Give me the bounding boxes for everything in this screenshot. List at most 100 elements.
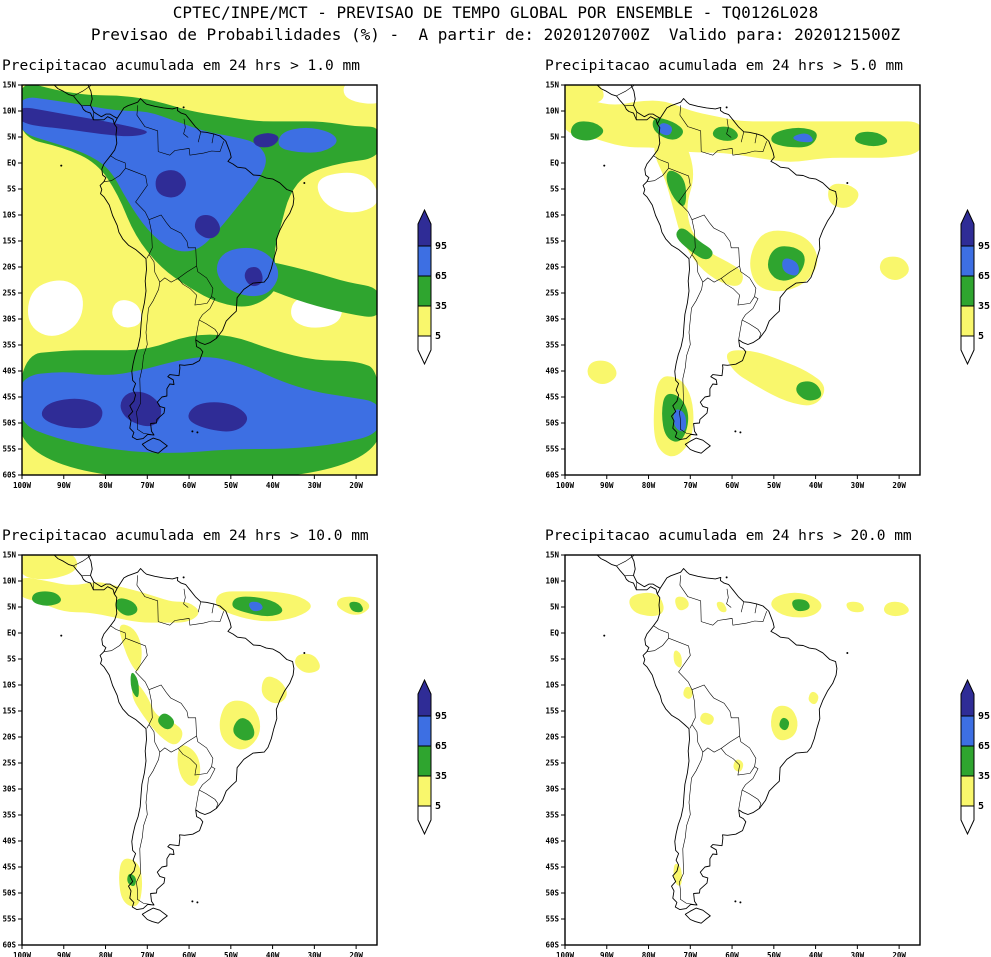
lat-tick-label: 10N	[2, 107, 16, 116]
lon-tick-label: 70W	[141, 951, 155, 957]
probability-region-ge-95	[188, 402, 248, 432]
lat-tick-label: 35S	[2, 341, 16, 350]
probability-region-ge-65	[793, 133, 813, 143]
panel-title: Precipitacao acumulada em 24 hrs > 10.0 …	[2, 528, 369, 544]
probability-region-ge-95	[244, 267, 263, 287]
lat-tick-label: 40S	[545, 367, 559, 376]
lon-tick-label: 20W	[349, 481, 363, 490]
lat-tick-label: 5N	[7, 133, 17, 142]
lat-tick-label: 15N	[545, 551, 559, 560]
country-border	[653, 625, 693, 690]
probability-region-ge-35	[233, 718, 255, 741]
country-border	[148, 214, 197, 267]
lat-tick-label: EQ	[550, 629, 560, 638]
lon-tick-label: 60W	[182, 951, 196, 957]
lat-tick-label: 15S	[545, 707, 559, 716]
colorbar-tick-label: 65	[978, 741, 990, 752]
lat-tick-label: 35S	[2, 811, 16, 820]
country-border	[159, 265, 197, 283]
country-border	[726, 118, 732, 138]
map-precip-gt-20mm: 15N 10N 5N EQ 5S 10S 15S 20S 25S 30S 35S 40S 45S 50S 5…	[545, 551, 921, 957]
country-border	[679, 282, 704, 435]
probability-region-ge-5	[683, 686, 694, 699]
probability-region-ge-5	[883, 601, 909, 617]
lon-tick-label: 50W	[224, 951, 238, 957]
probability-region-ge-35	[349, 601, 363, 613]
probability-region-ge-65	[22, 97, 266, 252]
country-border	[136, 282, 161, 435]
colorbar-tick-label: 65	[978, 271, 990, 282]
lat-tick-label: 60S	[545, 471, 559, 480]
country-border	[720, 265, 757, 306]
country-border	[701, 141, 767, 156]
country-border	[754, 133, 757, 144]
colorbar-tick-label: 95	[435, 711, 447, 722]
country-border	[198, 789, 219, 809]
probability-region-ge-5	[22, 577, 199, 623]
lat-tick-label: 10S	[2, 211, 16, 220]
probability-region-ge-5	[587, 360, 617, 384]
lon-tick-label: 70W	[141, 481, 155, 490]
lat-tick-label: 5S	[550, 655, 560, 664]
lat-tick-label: 10S	[545, 681, 559, 690]
lat-tick-label: 15S	[2, 707, 16, 716]
lon-tick-label: 40W	[809, 481, 823, 490]
country-border	[195, 319, 200, 340]
lat-tick-label: 40S	[2, 837, 16, 846]
country-border	[198, 766, 216, 791]
probability-region-ge-5	[716, 601, 727, 613]
country-border	[624, 105, 634, 107]
lon-tick-label: 50W	[767, 951, 781, 957]
lat-tick-label: 55S	[2, 445, 16, 454]
country-border	[197, 131, 202, 143]
map-precip-gt-5mm: 15N 10N 5N EQ 5S 10S 15S 20S 25S 30S 35S 40S 45S 50S 5…	[545, 81, 921, 490]
map-frame	[21, 84, 378, 476]
country-border	[691, 724, 704, 753]
probability-colorbar: 95 65 35 5	[960, 678, 990, 836]
panel-title: Precipitacao acumulada em 24 hrs > 20.0 …	[545, 528, 912, 544]
country-border	[211, 133, 214, 144]
country-border	[110, 155, 150, 220]
lon-tick-label: 90W	[600, 481, 614, 490]
panel-precip-gt-20mm: Precipitacao acumulada em 24 hrs > 20.0 …	[543, 528, 991, 957]
lon-tick-label: 70W	[684, 481, 698, 490]
probability-region-ge-5	[295, 653, 320, 673]
lat-tick-label: 5S	[7, 655, 17, 664]
country-border	[646, 168, 669, 182]
lon-tick-label: 20W	[892, 951, 906, 957]
country-border	[81, 575, 91, 577]
probability-region-ge-0	[343, 85, 377, 104]
country-border	[211, 603, 214, 614]
lat-tick-label: 30S	[545, 315, 559, 324]
country-border	[691, 214, 740, 267]
lat-tick-label: 45S	[2, 393, 16, 402]
map-precip-gt-1mm: 15N 10N 5N EQ 5S 10S 15S 20S 25S 30S 35S 40S 45S 50S 5…	[2, 81, 378, 490]
lat-tick-label: 45S	[545, 393, 559, 402]
country-border	[148, 724, 161, 753]
lon-tick-label: 40W	[809, 951, 823, 957]
map-precip-gt-10mm: 15N 10N 5N EQ 5S 10S 15S 20S 25S 30S 35S 40S 45S 50S 5…	[2, 551, 378, 957]
probability-region-ge-65	[278, 127, 337, 153]
probability-region-ge-5	[565, 97, 920, 162]
probability-region-ge-95	[253, 133, 279, 148]
lat-tick-label: 40S	[545, 837, 559, 846]
country-border	[158, 611, 224, 626]
lat-tick-label: 5N	[7, 603, 17, 612]
probability-region-ge-35	[676, 228, 713, 260]
south-america-coastline	[642, 568, 838, 911]
country-border	[136, 752, 161, 905]
lon-tick-label: 100W	[556, 951, 575, 957]
colorbar-tick-label: 65	[435, 741, 447, 752]
probability-region-ge-5	[565, 85, 604, 105]
probability-region-ge-35	[115, 598, 138, 616]
probability-region-ge-65	[249, 601, 263, 612]
probability-region-ge-35	[32, 591, 61, 606]
country-border	[740, 601, 745, 613]
lon-tick-label: 60W	[725, 951, 739, 957]
lon-tick-label: 40W	[266, 481, 280, 490]
colorbar-tick-label: 95	[978, 711, 990, 722]
probability-region-ge-65	[782, 258, 799, 276]
lon-tick-label: 90W	[57, 951, 71, 957]
country-border	[701, 611, 767, 626]
